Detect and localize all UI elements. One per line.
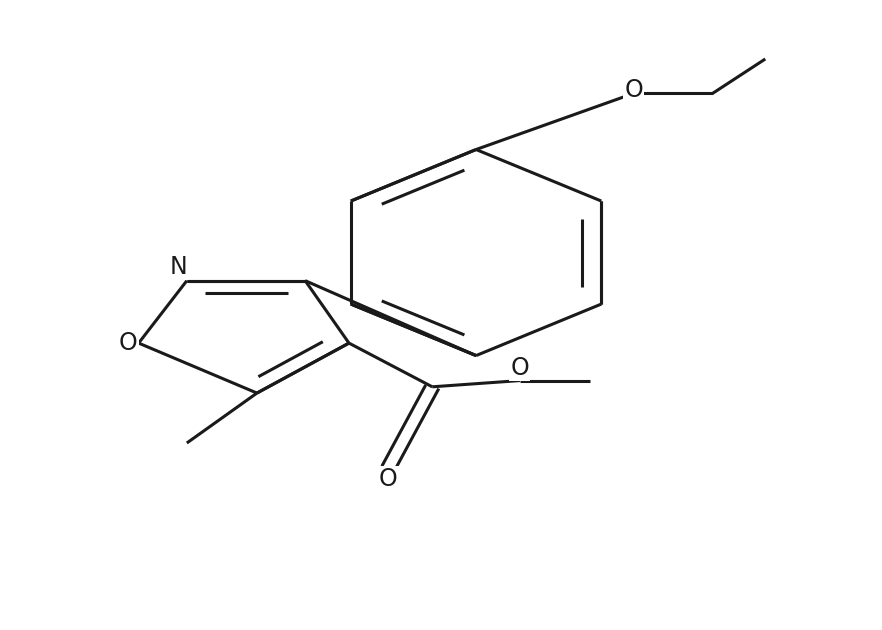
Text: O: O (511, 356, 529, 380)
Text: O: O (624, 78, 643, 102)
Text: N: N (169, 255, 187, 279)
Text: O: O (119, 331, 138, 355)
Text: O: O (379, 467, 398, 491)
